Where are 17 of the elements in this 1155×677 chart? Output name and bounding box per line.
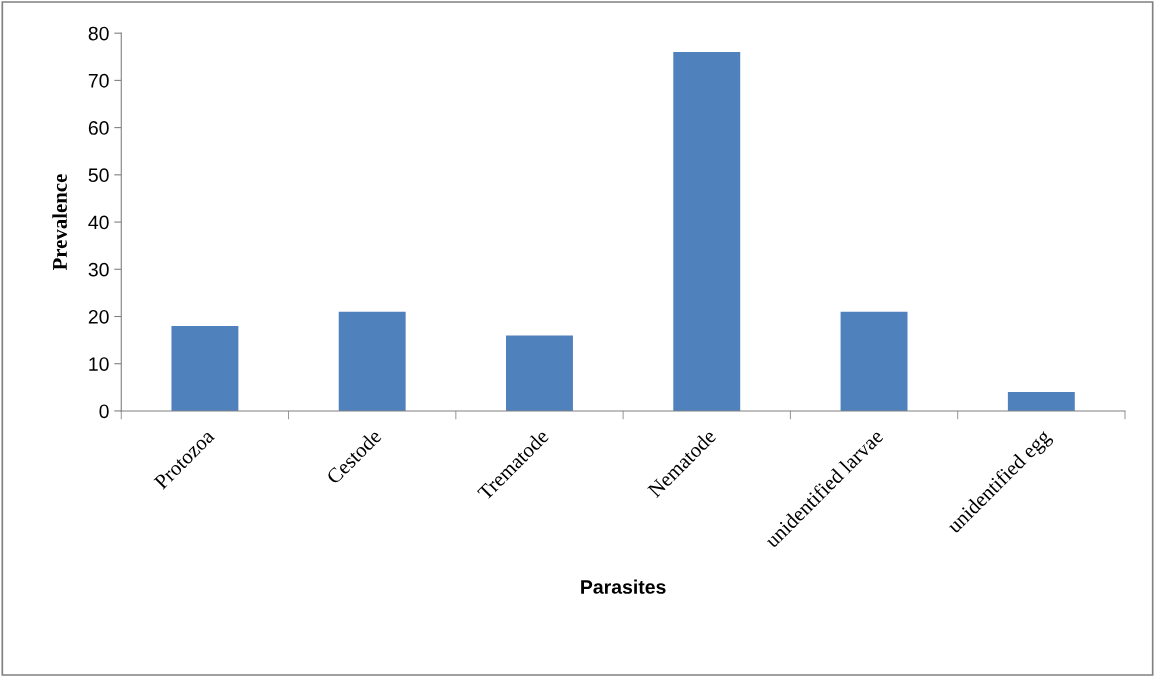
x-axis-title: Parasites	[581, 579, 666, 594]
bar	[673, 52, 741, 411]
y-tick-label: 40	[88, 215, 109, 230]
bar	[171, 325, 239, 411]
y-tick-label: 70	[88, 73, 109, 88]
bar	[506, 335, 573, 411]
bar	[338, 311, 406, 411]
y-tick-label: 50	[88, 168, 109, 183]
y-axis-title: Prevalence	[52, 174, 67, 271]
y-tick-label: 80	[88, 26, 109, 41]
y-tick-label: 0	[99, 404, 109, 419]
y-tick-label: 20	[88, 309, 109, 324]
y-tick-label: 30	[88, 262, 109, 277]
y-tick-label: 60	[88, 121, 109, 135]
bar	[840, 311, 908, 411]
y-tick-label: 10	[89, 357, 109, 371]
bar	[1007, 392, 1075, 411]
